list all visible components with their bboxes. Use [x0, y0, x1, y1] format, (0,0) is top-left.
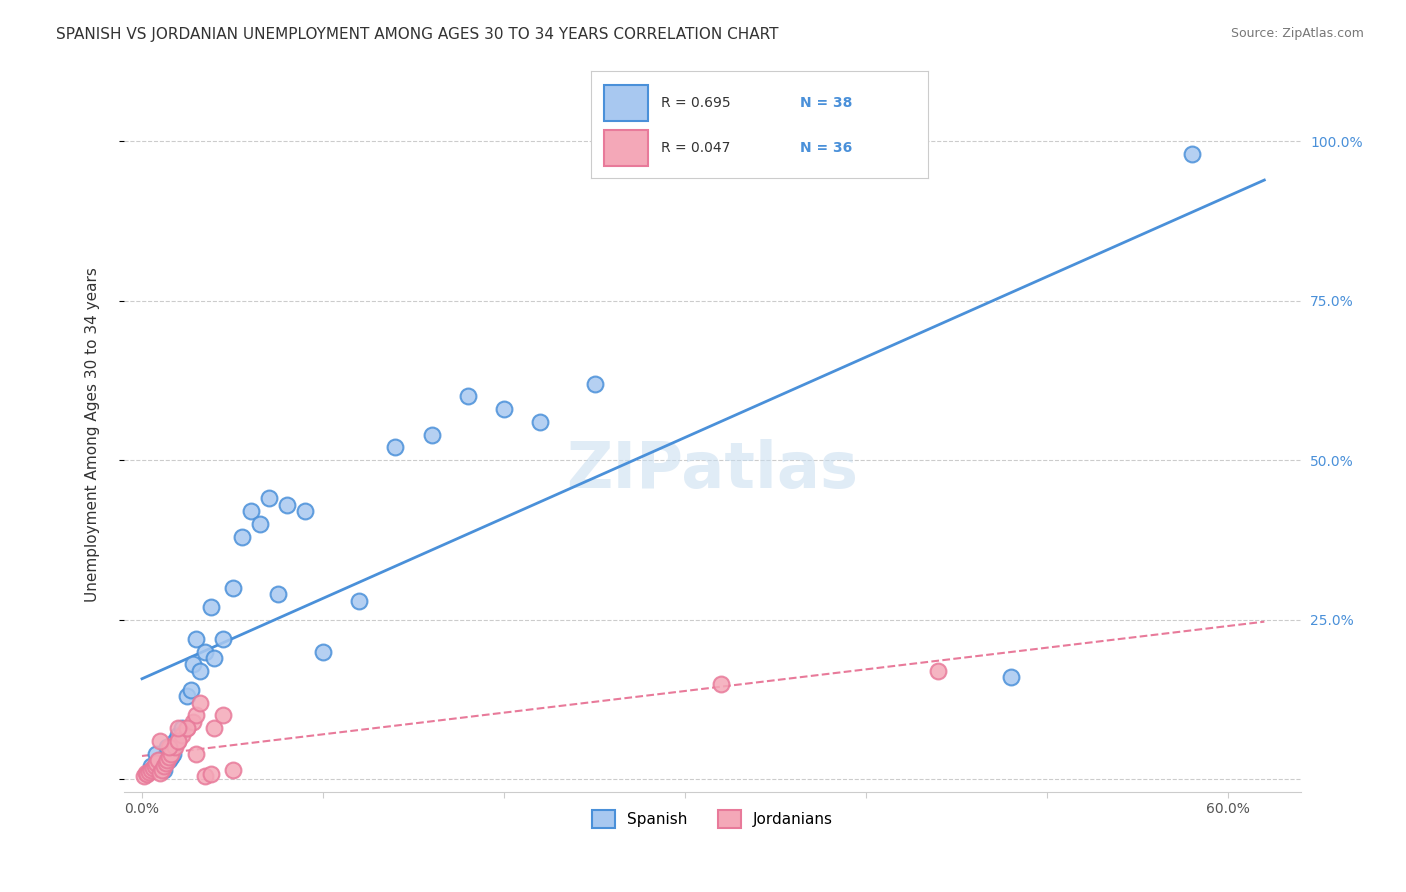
- Point: [200, 599, 222, 614]
- Point: [204, 651, 226, 665]
- Point: [152, 763, 174, 777]
- Point: [186, 747, 208, 761]
- Legend: Spanish, Jordanians: Spanish, Jordanians: [585, 804, 839, 834]
- Point: [160, 747, 183, 761]
- Point: [194, 769, 217, 783]
- Point: [221, 581, 243, 595]
- Y-axis label: Unemployment Among Ages 30 to 34 years: Unemployment Among Ages 30 to 34 years: [86, 268, 100, 602]
- Point: [167, 734, 190, 748]
- Text: N = 38: N = 38: [800, 96, 852, 111]
- Point: [157, 750, 180, 764]
- Point: [167, 721, 190, 735]
- Point: [143, 759, 166, 773]
- Point: [149, 734, 172, 748]
- Point: [136, 767, 159, 781]
- Point: [200, 767, 222, 781]
- Point: [155, 756, 177, 771]
- Point: [188, 696, 211, 710]
- Point: [186, 708, 208, 723]
- Point: [204, 721, 226, 735]
- Point: [132, 769, 155, 783]
- Point: [529, 415, 551, 429]
- Point: [170, 727, 193, 741]
- Point: [349, 593, 371, 607]
- Point: [142, 761, 165, 775]
- Point: [492, 402, 515, 417]
- Text: SPANISH VS JORDANIAN UNEMPLOYMENT AMONG AGES 30 TO 34 YEARS CORRELATION CHART: SPANISH VS JORDANIAN UNEMPLOYMENT AMONG …: [56, 27, 779, 42]
- Text: N = 36: N = 36: [800, 142, 852, 155]
- Point: [181, 657, 204, 672]
- Point: [145, 756, 167, 771]
- Point: [149, 753, 172, 767]
- Point: [212, 632, 235, 646]
- Point: [239, 504, 262, 518]
- Point: [176, 721, 198, 735]
- Point: [457, 389, 479, 403]
- Point: [176, 721, 198, 735]
- Point: [148, 753, 170, 767]
- Point: [181, 714, 204, 729]
- Point: [710, 676, 733, 690]
- Point: [384, 441, 406, 455]
- Point: [186, 632, 208, 646]
- Point: [163, 734, 186, 748]
- Point: [167, 727, 190, 741]
- Point: [257, 491, 280, 506]
- Point: [294, 504, 316, 518]
- Point: [276, 498, 298, 512]
- Point: [188, 664, 211, 678]
- Bar: [605, 130, 648, 166]
- Point: [194, 645, 217, 659]
- Bar: [605, 86, 648, 120]
- Point: [152, 759, 174, 773]
- Point: [157, 740, 180, 755]
- Point: [927, 664, 949, 678]
- Point: [139, 759, 162, 773]
- Point: [139, 763, 162, 777]
- Point: [157, 753, 180, 767]
- Point: [149, 765, 172, 780]
- Point: [167, 734, 190, 748]
- Point: [312, 645, 335, 659]
- Point: [160, 750, 183, 764]
- Point: [420, 427, 443, 442]
- Point: [150, 763, 173, 777]
- Point: [212, 708, 235, 723]
- Point: [1181, 147, 1204, 161]
- Point: [1000, 670, 1022, 684]
- Point: [583, 376, 606, 391]
- Text: Source: ZipAtlas.com: Source: ZipAtlas.com: [1230, 27, 1364, 40]
- Text: R = 0.695: R = 0.695: [661, 96, 731, 111]
- Point: [138, 764, 160, 779]
- Point: [163, 740, 186, 755]
- Text: ZIPatlas: ZIPatlas: [567, 440, 858, 501]
- Point: [231, 530, 253, 544]
- Point: [170, 721, 193, 735]
- Point: [249, 516, 271, 531]
- Point: [176, 690, 198, 704]
- Point: [145, 747, 167, 761]
- Point: [180, 682, 202, 697]
- Point: [162, 747, 184, 761]
- Point: [156, 753, 179, 767]
- Point: [156, 740, 179, 755]
- Point: [135, 765, 157, 780]
- Text: R = 0.047: R = 0.047: [661, 142, 731, 155]
- Point: [221, 763, 243, 777]
- Point: [267, 587, 290, 601]
